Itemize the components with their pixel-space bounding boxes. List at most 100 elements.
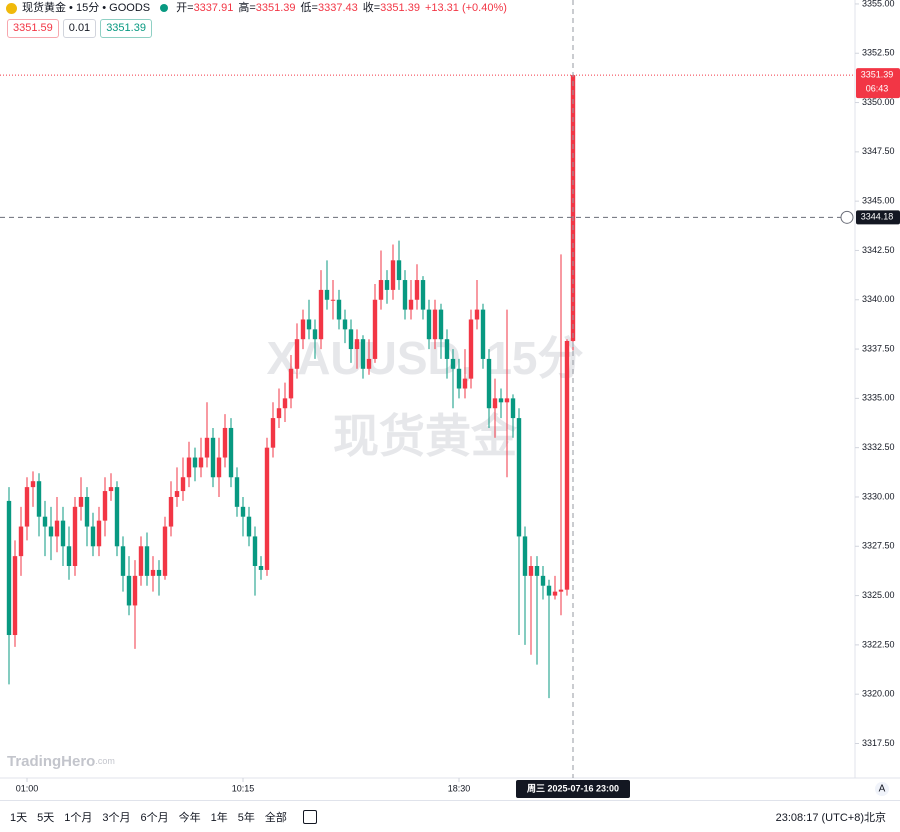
last-price-tag [856, 68, 900, 99]
candle-body [396, 260, 402, 281]
range-button[interactable]: 3个月 [102, 811, 131, 824]
candle-body [36, 481, 42, 517]
open-label: 开= [176, 2, 194, 14]
range-button[interactable]: 全部 [264, 811, 287, 824]
candle-body [384, 280, 390, 290]
header: 现货黄金 • 15分 • GOODS 开= 3337.91 高= 3351.39 低… [6, 0, 512, 16]
y-tick-label: 3337.50 [862, 343, 895, 353]
watermark: 现货黄金 [333, 410, 518, 462]
y-tick-label: 3345.00 [862, 196, 895, 206]
candle-body [198, 457, 204, 468]
candle-body [558, 589, 564, 592]
crosshair-plus [840, 210, 854, 224]
candle-body [60, 520, 66, 547]
candle-body [420, 280, 426, 310]
y-tick-label: 3352.50 [862, 48, 895, 58]
logo-name: TradingHero [7, 753, 95, 770]
candle-body [258, 565, 264, 570]
candle-body [168, 496, 174, 527]
candle-body [282, 398, 288, 409]
close-label: 收= [362, 2, 381, 14]
candle-body [312, 329, 318, 340]
candle-body [192, 457, 198, 468]
candle-body [468, 319, 474, 379]
range-button[interactable]: 5年 [237, 811, 255, 824]
candle-body [150, 569, 156, 576]
spread: 0.01 [62, 19, 97, 38]
candle-body [426, 309, 432, 340]
candle-body [96, 520, 102, 547]
axis-button-bg[interactable] [875, 782, 889, 796]
price-axis [855, 0, 900, 778]
low-label: 低= [300, 2, 318, 14]
candle-body [102, 491, 108, 521]
candle-body [174, 491, 180, 497]
candle-body [408, 299, 414, 310]
candle-body [78, 496, 84, 507]
goto-date-icon[interactable] [302, 809, 317, 824]
y-tick-label: 3342.50 [862, 245, 895, 255]
candle-body [456, 368, 462, 389]
candle-body [336, 299, 342, 320]
range-button[interactable]: 1天 [10, 811, 28, 824]
candle-body [510, 398, 516, 419]
range-button[interactable]: 6个月 [140, 811, 169, 824]
candle-body [498, 398, 504, 403]
x-tick-label: 10:15 [232, 783, 255, 793]
high-label: 高= [238, 2, 256, 14]
candle-body [24, 487, 30, 527]
candle-body [366, 358, 372, 369]
candle-body [234, 477, 240, 507]
crosshair-time-tag [516, 780, 630, 798]
candle-body [126, 575, 132, 606]
ask[interactable]: 3351.39 [100, 19, 152, 38]
status-dot [160, 4, 169, 12]
candle-body [378, 280, 384, 300]
candle-body [390, 260, 396, 290]
candle-body [210, 437, 216, 478]
bid[interactable]: 3351.59 [7, 19, 59, 38]
range-button[interactable]: 1个月 [64, 811, 93, 824]
candle-body [414, 280, 420, 300]
candle-body [348, 329, 354, 350]
candle-body [18, 526, 24, 557]
candle-body [138, 546, 144, 576]
candle-body [330, 299, 336, 301]
candle-body [540, 575, 546, 586]
candle-body [48, 526, 54, 537]
y-tick-label: 3327.50 [862, 541, 895, 551]
candle-body [564, 340, 570, 590]
x-tick-label: 01:00 [16, 783, 39, 793]
candle-body [204, 437, 210, 458]
range-button[interactable]: 5天 [37, 811, 55, 824]
candle-body [180, 477, 186, 492]
candle-body [246, 516, 252, 537]
candle-body [474, 309, 480, 320]
candle-body [252, 536, 258, 566]
crosshair-time-label: 周三 2025-07-16 23:00 [527, 783, 619, 793]
close-value: 3351.39 [380, 2, 420, 14]
change: +13.31 (+0.40%) [424, 2, 507, 14]
y-tick-label: 3320.00 [862, 689, 895, 699]
axis-button[interactable]: A [879, 784, 886, 795]
range-button[interactable]: 今年 [178, 811, 201, 824]
candle-body [528, 565, 534, 576]
toolbar: 1天 5天 1个月 3个月 6个月 今年 1年 5年 全部 23:08:17 (UTC+8)北京 [0, 800, 900, 832]
candle-body [480, 309, 486, 359]
candle-body [66, 546, 72, 566]
candle-body [432, 309, 438, 340]
candle-body [402, 280, 408, 310]
candle-body [162, 526, 168, 576]
candle-body [156, 569, 162, 576]
logo: TradingHero.com [7, 753, 115, 770]
range-button[interactable]: 1年 [210, 811, 228, 824]
candle-body [450, 358, 456, 369]
candle-body [462, 378, 468, 389]
candle-body [144, 546, 150, 576]
candle-body [318, 289, 324, 340]
open-value: 3337.91 [193, 2, 234, 14]
quotes: 3351.59 0.01 3351.39 [7, 19, 152, 38]
candle-body [240, 506, 246, 517]
countdown: 06:43 [866, 84, 889, 94]
